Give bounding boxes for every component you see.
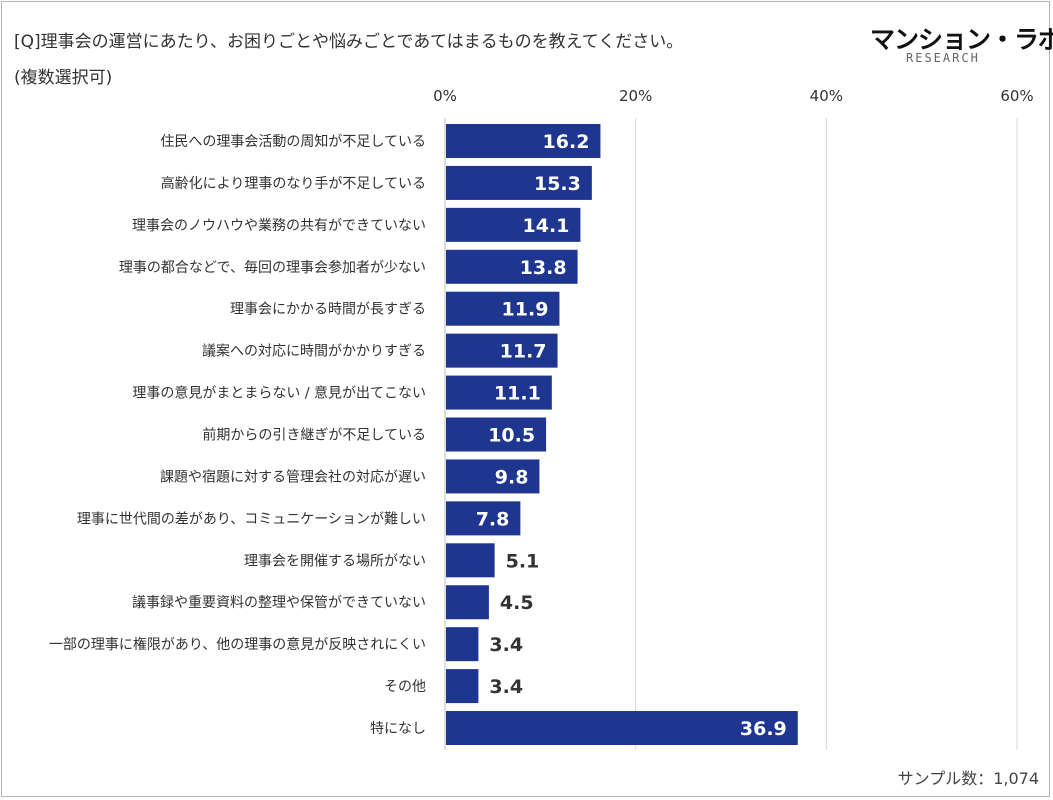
bar (446, 543, 495, 578)
value-label: 11.1 (494, 383, 541, 405)
bar (446, 669, 479, 704)
value-label: 11.9 (502, 299, 549, 321)
logo-subtitle: RESEARCH (906, 51, 980, 65)
category-label: その他 (384, 679, 426, 695)
bar (446, 627, 479, 662)
x-tick-label: 0% (433, 87, 457, 105)
value-label: 13.8 (520, 257, 567, 279)
value-label: 14.1 (523, 215, 570, 237)
bar (446, 124, 601, 158)
category-label: 理事会を開催する場所がない (244, 553, 426, 569)
sample-size: サンプル数：1,074 (897, 769, 1039, 788)
brand-logo: マンション・ラボ RESEARCH (870, 20, 1053, 68)
category-label: 前期からの引き継ぎが不足している (202, 427, 426, 444)
x-tick-label: 40% (810, 87, 843, 105)
x-tick-label: 60% (1000, 87, 1033, 105)
bar (446, 249, 578, 284)
question-title: [Q]理事会の運営にあたり、お困りごとや悩みごとであてはまるものを教えてください… (14, 32, 684, 52)
category-label: 一部の理事に権限があり、他の理事の意見が反映されにくい (49, 636, 426, 653)
bar (446, 585, 489, 620)
value-label: 11.7 (500, 341, 547, 363)
category-label: 理事の意見がまとまらない / 意見が出てこない (132, 385, 426, 402)
value-label: 10.5 (488, 425, 535, 447)
category-label: 議事録や重要資料の整理や保管ができていない (132, 594, 426, 611)
category-label: 特になし (370, 721, 426, 737)
bar (446, 291, 560, 326)
bar (446, 417, 547, 452)
value-label: 7.8 (476, 508, 510, 530)
category-label: 理事会にかかる時間が長すぎる (230, 302, 426, 318)
x-axis-ticks: 0% 20% 40% 60% (433, 87, 1034, 105)
value-label: 3.4 (489, 676, 523, 698)
bar (446, 207, 581, 242)
bar (446, 501, 521, 536)
bar (446, 459, 540, 494)
category-label: 理事会のノウハウや業務の共有ができていない (132, 218, 426, 234)
gridlines (444, 118, 1018, 750)
value-label: 16.2 (543, 131, 590, 153)
category-label: 議案への対応に時間がかかりすぎる (202, 343, 426, 360)
multiple-choice-note: (複数選択可) (14, 68, 113, 88)
bars (446, 124, 798, 746)
value-label: 15.3 (534, 173, 581, 195)
category-labels: 住民への理事会活動の周知が不足している高齢化により理事のなり手が不足している理事… (49, 133, 426, 737)
value-label: 36.9 (740, 718, 787, 740)
value-label: 4.5 (500, 592, 534, 614)
category-label: 理事の都合などで、毎回の理事会参加者が少ない (119, 259, 426, 276)
category-label: 住民への理事会活動の周知が不足している (160, 133, 426, 150)
category-label: 課題や宿題に対する管理会社の対応が遅い (160, 468, 426, 485)
category-label: 理事に世代間の差があり、コミュニケーションが難しい (77, 511, 426, 527)
value-label: 9.8 (495, 466, 529, 488)
bar (446, 711, 798, 746)
logo-wordmark: マンション・ラボ (870, 25, 1053, 54)
x-tick-label: 20% (619, 87, 652, 105)
value-label: 5.1 (506, 550, 540, 572)
value-labels: 16.2 15.3 14.1 13.8 11.9 11.7 11.1 10.5 9.8 7.8 5.… (476, 131, 787, 740)
category-label: 高齢化により理事のなり手が不足している (161, 175, 426, 192)
bar (446, 375, 552, 410)
value-label: 3.4 (489, 634, 523, 656)
bar (446, 333, 558, 368)
bar (446, 165, 592, 200)
